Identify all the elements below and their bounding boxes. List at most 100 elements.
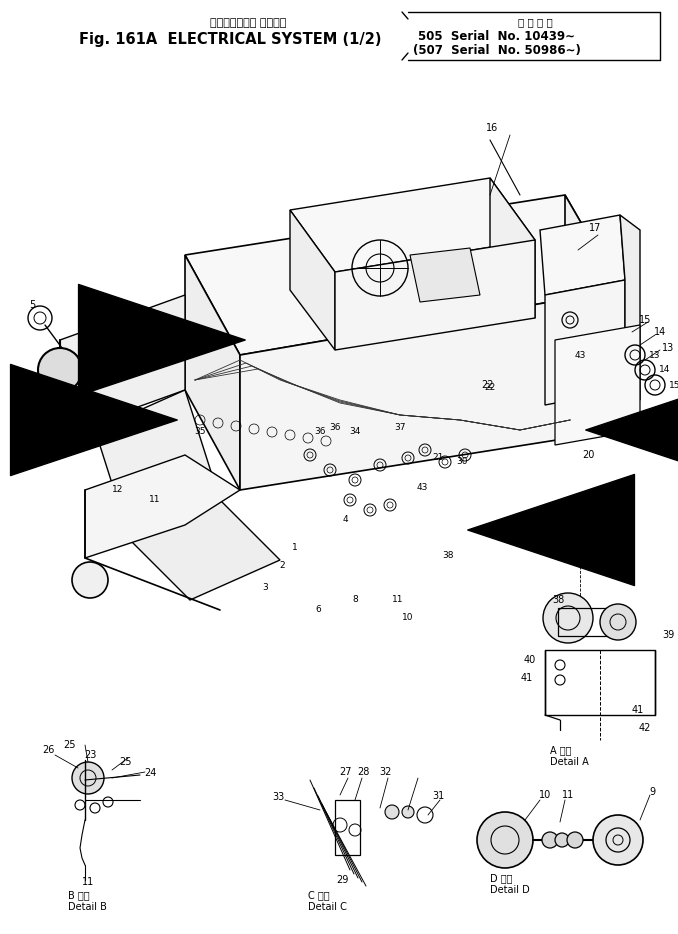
Text: 40: 40 bbox=[524, 655, 536, 665]
Polygon shape bbox=[335, 240, 535, 350]
Polygon shape bbox=[545, 280, 625, 405]
Text: Detail A: Detail A bbox=[550, 757, 589, 767]
Text: 4: 4 bbox=[342, 516, 348, 525]
Polygon shape bbox=[130, 500, 280, 600]
Circle shape bbox=[542, 832, 558, 848]
Text: 15: 15 bbox=[669, 380, 678, 389]
Polygon shape bbox=[185, 195, 620, 355]
Text: 23: 23 bbox=[84, 750, 96, 760]
Text: 22: 22 bbox=[484, 384, 496, 392]
Text: A 詳細: A 詳細 bbox=[550, 745, 572, 755]
Circle shape bbox=[72, 762, 104, 794]
Text: 29: 29 bbox=[336, 875, 348, 885]
Text: C 詳細: C 詳細 bbox=[308, 890, 330, 900]
Text: 18: 18 bbox=[652, 435, 664, 445]
Text: D 詳細: D 詳細 bbox=[490, 873, 513, 883]
Text: 25: 25 bbox=[119, 757, 132, 767]
Text: 38: 38 bbox=[442, 550, 454, 559]
Text: B 詳細: B 詳細 bbox=[68, 890, 89, 900]
Polygon shape bbox=[555, 325, 640, 445]
Bar bbox=[335, 800, 360, 855]
Text: 34: 34 bbox=[349, 428, 361, 436]
Polygon shape bbox=[565, 195, 620, 430]
Text: 13: 13 bbox=[662, 343, 674, 353]
Bar bbox=[558, 608, 618, 636]
Text: 14: 14 bbox=[654, 327, 666, 337]
Polygon shape bbox=[185, 255, 240, 490]
Circle shape bbox=[555, 833, 569, 847]
Circle shape bbox=[385, 805, 399, 819]
Text: 11: 11 bbox=[393, 596, 404, 604]
Circle shape bbox=[593, 815, 643, 865]
Text: 3: 3 bbox=[262, 584, 268, 592]
Polygon shape bbox=[490, 178, 535, 318]
Text: 5: 5 bbox=[29, 300, 35, 310]
Text: Detail D: Detail D bbox=[490, 885, 530, 895]
Text: 11: 11 bbox=[82, 877, 94, 887]
Polygon shape bbox=[240, 290, 620, 490]
Text: Detail C: Detail C bbox=[308, 902, 347, 912]
Text: 8: 8 bbox=[352, 596, 358, 604]
Text: C: C bbox=[193, 333, 203, 347]
Text: 43: 43 bbox=[574, 350, 586, 360]
Circle shape bbox=[567, 832, 583, 848]
Polygon shape bbox=[410, 248, 480, 302]
Bar bbox=[65, 750, 155, 830]
Text: 37: 37 bbox=[394, 423, 405, 432]
Text: 31: 31 bbox=[432, 791, 444, 801]
Text: 10: 10 bbox=[539, 790, 551, 800]
Polygon shape bbox=[540, 215, 625, 295]
Text: B: B bbox=[631, 423, 641, 436]
Text: 39: 39 bbox=[662, 630, 674, 640]
Circle shape bbox=[477, 812, 533, 868]
Polygon shape bbox=[85, 455, 240, 558]
Text: 25: 25 bbox=[64, 740, 76, 750]
Text: D: D bbox=[127, 414, 137, 427]
Text: 15: 15 bbox=[639, 315, 651, 325]
Text: 2: 2 bbox=[279, 560, 285, 570]
Text: 27: 27 bbox=[339, 767, 351, 777]
Text: 36: 36 bbox=[314, 428, 325, 436]
Circle shape bbox=[402, 806, 414, 818]
Bar bbox=[545, 650, 655, 715]
Text: 35: 35 bbox=[195, 428, 205, 436]
Text: 適 用 号 機: 適 用 号 機 bbox=[517, 17, 553, 27]
Text: 12: 12 bbox=[113, 486, 123, 494]
Text: 30: 30 bbox=[456, 458, 468, 466]
Polygon shape bbox=[290, 178, 535, 272]
Text: 21: 21 bbox=[433, 454, 443, 462]
Text: 14: 14 bbox=[659, 365, 671, 375]
Text: 10: 10 bbox=[402, 614, 414, 622]
Text: 11: 11 bbox=[149, 496, 161, 504]
Text: 24: 24 bbox=[144, 768, 156, 778]
Text: 20: 20 bbox=[582, 450, 594, 460]
Circle shape bbox=[543, 593, 593, 643]
Text: 28: 28 bbox=[357, 767, 370, 777]
Text: Fig. 161A  ELECTRICAL SYSTEM (1/2): Fig. 161A ELECTRICAL SYSTEM (1/2) bbox=[79, 32, 381, 47]
Text: 36: 36 bbox=[330, 423, 341, 432]
Text: 32: 32 bbox=[379, 767, 391, 777]
Text: 26: 26 bbox=[42, 745, 54, 755]
Circle shape bbox=[600, 604, 636, 640]
Polygon shape bbox=[290, 210, 335, 350]
Text: 6: 6 bbox=[315, 605, 321, 615]
Text: (507  Serial  No. 50986∼): (507 Serial No. 50986∼) bbox=[413, 44, 581, 57]
Text: 13: 13 bbox=[650, 350, 661, 360]
Text: 7: 7 bbox=[112, 350, 118, 360]
Text: 17: 17 bbox=[589, 223, 601, 233]
Text: 11: 11 bbox=[562, 790, 574, 800]
Polygon shape bbox=[95, 390, 220, 540]
Text: 38: 38 bbox=[552, 595, 564, 605]
Circle shape bbox=[72, 562, 108, 598]
Text: 43: 43 bbox=[416, 484, 428, 492]
Text: 41: 41 bbox=[521, 673, 533, 683]
Circle shape bbox=[45, 395, 75, 425]
Text: 9: 9 bbox=[649, 787, 655, 797]
Text: 33: 33 bbox=[272, 792, 284, 802]
Text: 42: 42 bbox=[639, 723, 651, 733]
Text: 41: 41 bbox=[632, 705, 644, 715]
Text: 7: 7 bbox=[102, 335, 108, 345]
Polygon shape bbox=[60, 295, 185, 435]
Text: 505  Serial  No. 10439∼: 505 Serial No. 10439∼ bbox=[418, 30, 575, 43]
Polygon shape bbox=[620, 215, 640, 400]
